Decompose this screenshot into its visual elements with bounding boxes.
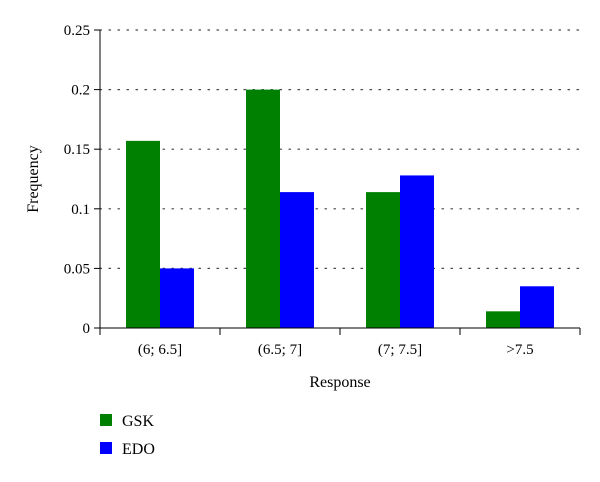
bars-layer	[126, 89, 554, 328]
legend-label-edo: EDO	[122, 441, 155, 458]
y-tick-label: 0	[83, 321, 91, 337]
x-tick-label: (7; 7.5]	[378, 342, 422, 358]
axes-layer	[94, 29, 581, 335]
x-tick-label: (6; 6.5]	[138, 342, 182, 358]
x-tick-label: >7.5	[506, 342, 533, 358]
y-tick-label: 0.05	[64, 261, 90, 277]
bar-gsk-3	[486, 311, 520, 328]
labels-layer: 0 0.05 0.1 0.15 0.2 0.25 (6; 6.5] (6.5; 7] (7; 7…	[64, 23, 534, 358]
x-tick-label: (6.5; 7]	[258, 342, 302, 358]
y-tick-label: 0.2	[71, 83, 90, 99]
legend-label-gsk: GSK	[122, 413, 154, 430]
legend-swatch-gsk	[100, 414, 112, 426]
y-tick-label: 0.15	[64, 142, 90, 158]
y-tick-label: 0.1	[71, 202, 90, 218]
bar-gsk-0	[126, 140, 160, 328]
x-axis-label: Response	[309, 374, 370, 391]
bar-edo-0	[160, 268, 194, 328]
legend-swatch-edo	[100, 442, 112, 454]
bar-edo-3	[520, 286, 554, 328]
bar-gsk-1	[246, 89, 280, 328]
bar-edo-2	[400, 175, 434, 328]
bar-gsk-2	[366, 192, 400, 328]
legend: GSK EDO	[100, 413, 155, 458]
grid-layer	[99, 29, 581, 269]
y-tick-label: 0.25	[64, 23, 90, 39]
y-axis-label: Frequency	[25, 145, 42, 213]
bar-edo-1	[280, 192, 314, 328]
